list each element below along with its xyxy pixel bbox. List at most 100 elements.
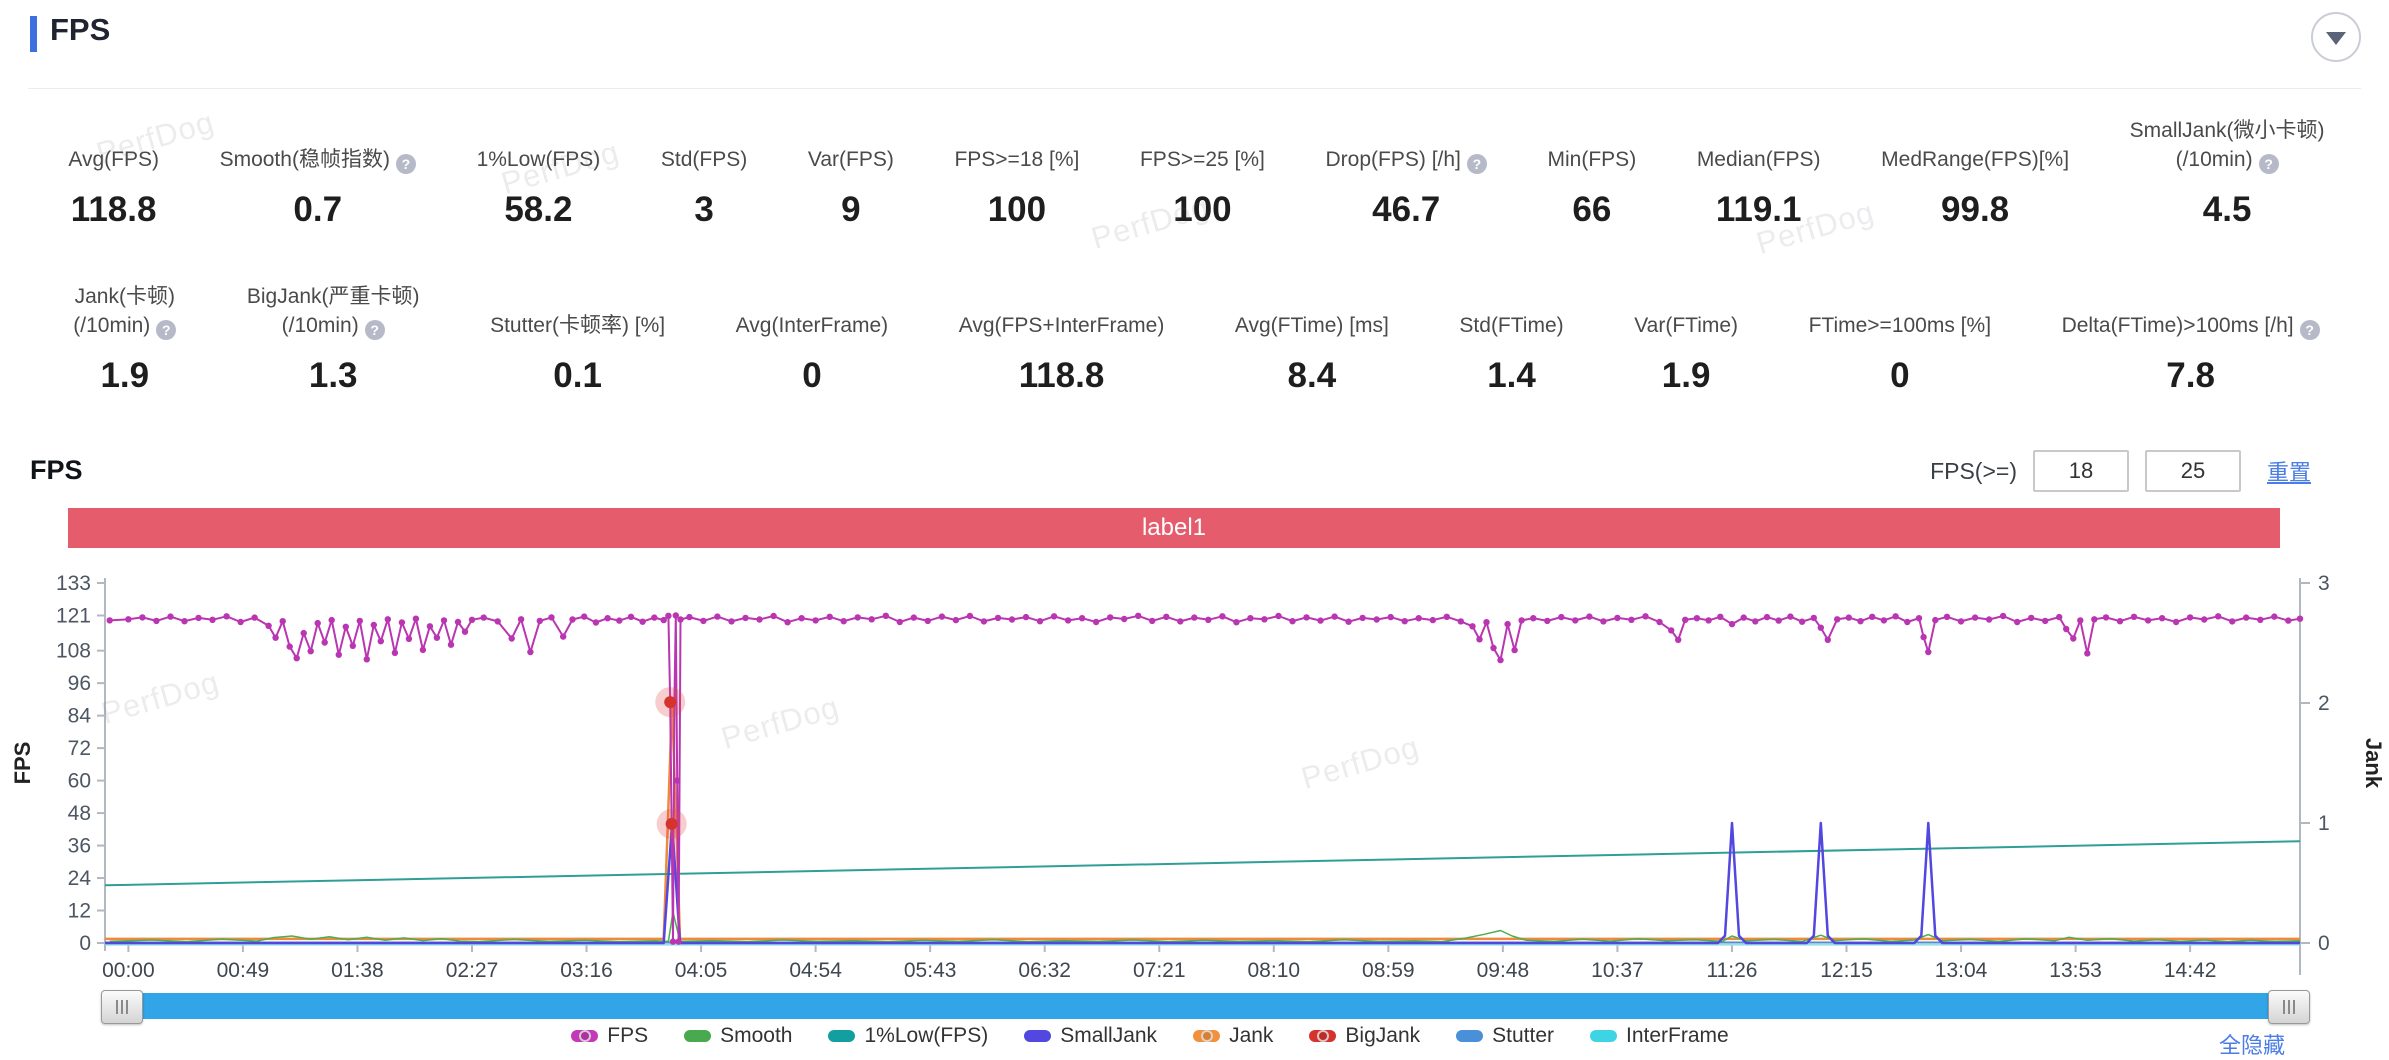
left-axis-tick-label: 0 (79, 932, 91, 955)
series-fps-point (1857, 618, 1864, 625)
series-fps-point (300, 629, 307, 637)
legend-item-smooth[interactable]: Smooth (684, 1024, 792, 1048)
series-fps-point (1869, 613, 1876, 620)
series-fps-point (106, 617, 113, 624)
stat-fps-25-%: FPS>=25 [%] 100 (1140, 112, 1265, 230)
stat-value: 8.4 (1287, 356, 1337, 395)
grip-icon (2283, 1000, 2295, 1014)
series-fps-point (1892, 613, 1899, 620)
legend-item-stutter[interactable]: Stutter (1456, 1024, 1554, 1048)
legend-item-smalljank[interactable]: SmallJank (1024, 1024, 1157, 1048)
series-fps-point (1752, 618, 1759, 625)
legend-label: FPS (607, 1024, 649, 1047)
stats-row-1: Avg(FPS) 118.8 Smooth(稳帧指数)? 0.7 1%Low(FPS) 5… (38, 112, 2355, 230)
fps-threshold-input-1[interactable] (2032, 450, 2129, 492)
legend-label: 1%Low(FPS) (864, 1024, 989, 1047)
series-fps-point (1401, 618, 1408, 625)
stat-fps-18-%: FPS>=18 [%] 100 (954, 112, 1079, 230)
stat-value: 99.8 (1941, 190, 2010, 229)
series-fps-point (1717, 613, 1724, 620)
fps-threshold-filter: FPS(>=) 重置 (1930, 450, 2311, 492)
series-fps-point (237, 618, 244, 626)
series-fps-point (1932, 616, 1939, 624)
reset-link[interactable]: 重置 (2266, 460, 2311, 485)
help-icon[interactable]: ? (156, 319, 177, 340)
stat-avg-fps: Avg(FPS) 118.8 (68, 112, 159, 230)
help-icon[interactable]: ? (2258, 153, 2279, 174)
help-icon[interactable]: ? (364, 319, 385, 340)
series-fps-point (342, 623, 349, 630)
series-fps-point (1163, 613, 1170, 620)
fps-threshold-input-2[interactable] (2144, 450, 2241, 492)
series-fps-point (674, 777, 681, 784)
collapse-button[interactable] (2311, 12, 2361, 62)
series-fps-point (1614, 614, 1621, 622)
series-fps-point (1787, 613, 1794, 620)
series-fps-point (677, 616, 684, 623)
series-fps-point (1600, 618, 1607, 625)
scrollbar-right-handle[interactable] (2268, 990, 2310, 1024)
stat-value: 58.2 (504, 190, 573, 229)
fps-threshold-label: FPS(>=) (1930, 457, 2017, 484)
chart-scrollbar-track[interactable] (101, 990, 2310, 1024)
stat-value: 9 (841, 190, 861, 229)
series-fps-point (1289, 618, 1296, 625)
legend-swatch-icon (1309, 1030, 1337, 1042)
series-fps-point (265, 622, 272, 629)
series-fps-point (686, 613, 693, 621)
stat-stutter-%: Stutter(卡顿率) [%] 0.1 (490, 278, 665, 396)
series-fps-point (398, 619, 406, 626)
help-icon[interactable]: ? (395, 153, 416, 174)
legend-swatch-icon (1590, 1030, 1618, 1042)
legend-item-1%low-fps[interactable]: 1%Low(FPS) (828, 1024, 988, 1048)
legend-item-bigjank[interactable]: BigJank (1309, 1024, 1420, 1048)
series-fps-point (349, 642, 356, 649)
series-fps-point (2116, 618, 2124, 625)
series-fps-point (2014, 618, 2021, 626)
x-axis-tick-label: 05:43 (904, 959, 957, 982)
series-fps-point (560, 633, 567, 640)
series-fps-point (1530, 615, 1537, 622)
title-accent-bar (30, 16, 37, 52)
stat-label: 1%Low(FPS) (476, 147, 601, 171)
series-fps-point (167, 613, 174, 620)
stat-value: 118.8 (70, 190, 157, 229)
series-fps-point (1008, 616, 1016, 623)
series-fps-point (1233, 619, 1240, 626)
stat-value: 0 (1890, 356, 1910, 395)
series-fps-point (1121, 615, 1128, 623)
series-fps-point (896, 618, 903, 626)
hide-all-link[interactable]: 全隐藏 (2218, 1033, 2285, 1058)
series-fps-point (2042, 617, 2049, 625)
help-icon[interactable]: ? (1466, 153, 1487, 174)
stat-label: Median(FPS) (1696, 147, 1821, 171)
series-fps-point (669, 938, 677, 945)
legend-label: SmallJank (1060, 1024, 1158, 1047)
series-fps-point (1317, 617, 1324, 624)
right-axis-tick-label: 2 (2318, 692, 2330, 715)
series-fps-point (1943, 613, 1951, 620)
stat-var-fps: Var(FPS) 9 (808, 112, 894, 230)
left-axis-tick-label: 84 (68, 705, 92, 728)
series-fps-point (1261, 616, 1268, 623)
series-fps-point (1971, 614, 1979, 621)
series-fps-point (952, 616, 960, 624)
scrollbar-left-handle[interactable] (101, 990, 143, 1024)
series-fps-point (868, 616, 875, 623)
series-fps-point (756, 616, 763, 623)
stat-jank: Jank(卡顿) (/10min)? 1.9 (73, 278, 177, 396)
series-fps-point (2186, 614, 2194, 621)
series-fps-point (2056, 613, 2063, 621)
legend-item-interframe[interactable]: InterFrame (1590, 1024, 1729, 1048)
series-fps-point (1728, 620, 1736, 628)
series-fps-point (1476, 636, 1483, 643)
stat-label: Drop(FPS) [/h]? (1326, 112, 1487, 174)
help-icon[interactable]: ? (2299, 319, 2320, 340)
stat-value: 3 (694, 190, 714, 229)
legend-item-fps[interactable]: FPS (571, 1024, 648, 1048)
legend-item-jank[interactable]: Jank (1193, 1024, 1273, 1048)
stat-label: Avg(FTime) [ms] (1234, 313, 1389, 337)
series-fps-point (2285, 617, 2292, 624)
stat-label: Std(FPS) (660, 147, 748, 171)
